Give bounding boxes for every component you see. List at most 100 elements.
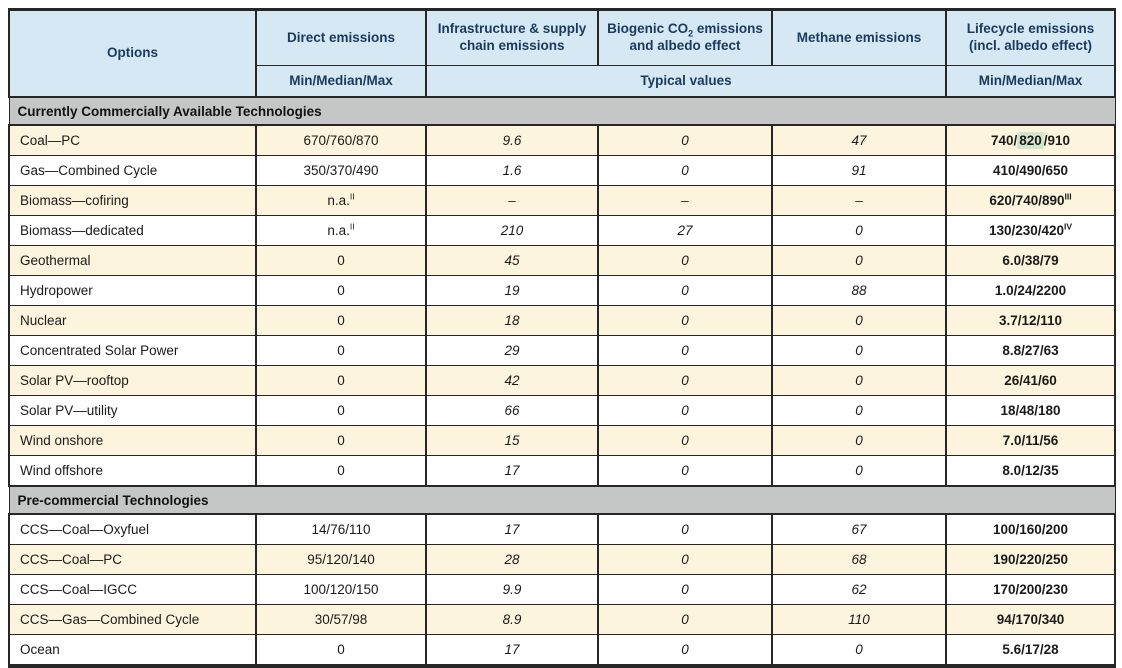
cell-biogenic-emissions: 0 [597,544,773,575]
cell-option: Biomass—cofiring [8,185,257,216]
cell-infrastructure-emissions: 29 [425,335,599,366]
cell-option: Nuclear [8,305,257,336]
cell-infrastructure-emissions: 17 [425,513,599,545]
cell-infrastructure-emissions: 66 [425,395,599,426]
cell-direct-emissions: 0 [255,305,427,336]
cell-biogenic-emissions: 0 [597,124,773,156]
cell-direct-emissions: 30/57/98 [255,604,427,635]
section-header-row: Currently Commercially Available Technol… [8,96,1116,126]
cell-methane-emissions: 0 [771,335,947,366]
cell-infrastructure-emissions: 17 [425,455,599,487]
cell-lifecycle-emissions: 8.0/12/35 [945,455,1116,487]
table-header: Options Direct emissions Infrastructure … [8,9,1116,98]
cell-infrastructure-emissions: 210 [425,215,599,246]
biogenic-label-post: emissions and albedo effect [629,21,763,53]
biogenic-label-pre: Biogenic CO [607,21,689,37]
cell-direct-emissions: 95/120/140 [255,544,427,575]
cell-option: CCS—Coal—PC [8,544,257,575]
cell-option: Biomass—dedicated [8,215,257,246]
cell-option: Hydropower [8,275,257,306]
table-row: CCS—Coal—IGCC 100/120/150 9.9 0 62 170/200/23… [8,574,1116,605]
cell-biogenic-emissions: 0 [597,305,773,336]
footnote-marker: II [349,221,355,232]
cell-direct-emissions: 0 [255,335,427,366]
cell-lifecycle-emissions: 5.6/17/28 [945,634,1116,667]
table-row: Solar PV—rooftop 0 42 0 0 26/41/60 [8,365,1116,396]
cell-option: CCS—Coal—Oxyfuel [8,513,257,545]
cell-infrastructure-emissions: 1.6 [425,155,599,186]
cell-infrastructure-emissions: 8.9 [425,604,599,635]
cell-methane-emissions: 67 [771,513,947,545]
footnote-marker: IV [1064,221,1073,232]
cell-lifecycle-emissions: 7.0/11/56 [945,425,1116,456]
col-header-lifecycle: Lifecycle emissions (incl. albedo effect… [945,9,1116,66]
subheader-direct-min-median-max: Min/Median/Max [255,65,427,98]
col-header-methane: Methane emissions [771,9,947,66]
table-row: Hydropower 0 19 0 88 1.0/24/2200 [8,275,1116,306]
cell-option: Coal—PC [8,124,257,156]
table-row: Biomass—dedicated n.a.II 210 27 0 130/230/420… [8,215,1116,246]
table-row: Wind onshore 0 15 0 0 7.0/11/56 [8,425,1116,456]
cell-lifecycle-emissions: 410/490/650 [945,155,1116,186]
table-row: Geothermal 0 45 0 0 6.0/38/79 [8,245,1116,276]
cell-option: Concentrated Solar Power [8,335,257,366]
cell-infrastructure-emissions: 45 [425,245,599,276]
cell-biogenic-emissions: 0 [597,604,773,635]
cell-direct-emissions: 0 [255,634,427,667]
cell-infrastructure-emissions: 28 [425,544,599,575]
cell-direct-emissions: 14/76/110 [255,513,427,545]
cell-lifecycle-emissions: 26/41/60 [945,365,1116,396]
cell-direct-emissions: 100/120/150 [255,574,427,605]
cell-infrastructure-emissions: 18 [425,305,599,336]
cell-option: Solar PV—utility [8,395,257,426]
cell-methane-emissions: 68 [771,544,947,575]
highlighted-value: 820 [1017,132,1044,149]
cell-lifecycle-emissions: 6.0/38/79 [945,245,1116,276]
cell-methane-emissions: 0 [771,425,947,456]
cell-biogenic-emissions: 0 [597,513,773,545]
cell-lifecycle-emissions: 130/230/420IV [945,215,1116,246]
cell-lifecycle-emissions: 18/48/180 [945,395,1116,426]
cell-direct-emissions: 670/760/870 [255,124,427,156]
table-row: Gas—Combined Cycle 350/370/490 1.6 0 91 410/4… [8,155,1116,186]
table-row: Ocean 0 17 0 0 5.6/17/28 [8,634,1116,667]
cell-methane-emissions: 0 [771,245,947,276]
cell-methane-emissions: 62 [771,574,947,605]
cell-direct-emissions: n.a.II [255,215,427,246]
emissions-table-body: Currently Commercially Available Technol… [8,96,1116,667]
section-header-row: Pre-commercial Technologies [8,485,1116,515]
cell-methane-emissions: 0 [771,634,947,667]
cell-infrastructure-emissions: 19 [425,275,599,306]
cell-option: Ocean [8,634,257,667]
cell-infrastructure-emissions: 9.9 [425,574,599,605]
cell-biogenic-emissions: 0 [597,245,773,276]
cell-option: Wind offshore [8,455,257,487]
table-row: Nuclear 0 18 0 0 3.7/12/110 [8,305,1116,336]
cell-infrastructure-emissions: 42 [425,365,599,396]
table-row: CCS—Gas—Combined Cycle 30/57/98 8.9 0 110 94/… [8,604,1116,635]
section-title: Pre-commercial Technologies [8,485,1116,515]
table-row: CCS—Coal—PC 95/120/140 28 0 68 190/220/250 [8,544,1116,575]
emissions-table-wrapper: Options Direct emissions Infrastructure … [8,8,1116,668]
cell-methane-emissions: 88 [771,275,947,306]
footnote-marker: III [1064,191,1072,202]
footnote-marker: II [349,191,355,202]
cell-biogenic-emissions: 0 [597,455,773,487]
cell-direct-emissions: 0 [255,455,427,487]
cell-option: Solar PV—rooftop [8,365,257,396]
col-header-biogenic: Biogenic CO2 emissions and albedo effect [597,9,773,66]
cell-methane-emissions: 0 [771,215,947,246]
cell-biogenic-emissions: 27 [597,215,773,246]
table-row: Coal—PC 670/760/870 9.6 0 47 740/820/910 [8,124,1116,156]
cell-methane-emissions: 110 [771,604,947,635]
table-row: CCS—Coal—Oxyfuel 14/76/110 17 0 67 100/160/20… [8,513,1116,545]
table-row: Concentrated Solar Power 0 29 0 0 8.8/27/63 [8,335,1116,366]
cell-methane-emissions: 0 [771,455,947,487]
table-row: Biomass—cofiring n.a.II – – –620/740/890III [8,185,1116,216]
subheader-lifecycle-min-median-max: Min/Median/Max [945,65,1116,98]
cell-direct-emissions: 0 [255,275,427,306]
emissions-table: Options Direct emissions Infrastructure … [8,8,1116,668]
cell-lifecycle-emissions: 100/160/200 [945,513,1116,545]
cell-biogenic-emissions: 0 [597,335,773,366]
col-header-infrastructure: Infrastructure & supply chain emissions [425,9,599,66]
